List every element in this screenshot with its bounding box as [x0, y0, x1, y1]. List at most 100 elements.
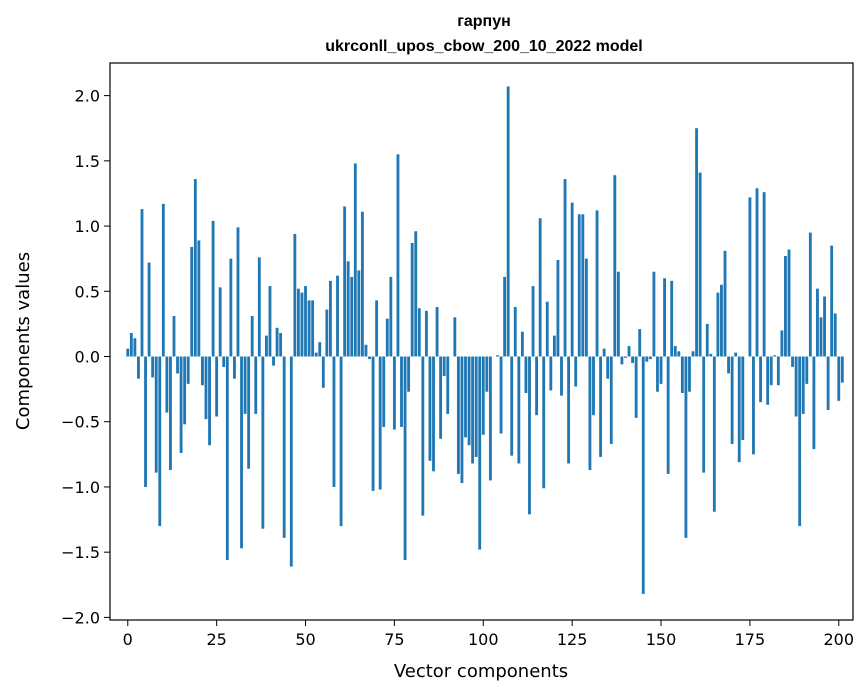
bar-132: [595, 210, 599, 357]
bar-168: [723, 250, 727, 357]
bar-107: [506, 86, 510, 357]
bar-71: [378, 356, 382, 490]
bar-159: [691, 351, 695, 357]
y-tick-label: −2.0: [61, 608, 100, 627]
bar-189: [798, 356, 802, 527]
bar-74: [389, 276, 393, 357]
bar-21: [201, 356, 204, 386]
bar-131: [592, 356, 595, 416]
y-tick-label: −0.5: [61, 413, 100, 432]
bar-149: [656, 356, 659, 392]
bar-55: [321, 356, 325, 388]
bar-172: [737, 356, 741, 463]
bar-143: [634, 356, 638, 418]
bar-13: [172, 316, 176, 357]
bar-88: [439, 356, 443, 439]
bar-53: [314, 352, 318, 357]
bar-110: [517, 356, 521, 464]
x-tick-label: 75: [384, 630, 404, 649]
bar-89: [442, 356, 446, 377]
bar-193: [812, 356, 816, 450]
bar-170: [730, 356, 734, 444]
bar-98: [474, 356, 478, 457]
bar-158: [688, 356, 691, 392]
bar-43: [279, 333, 283, 357]
bar-97: [471, 356, 475, 464]
y-tick-label: 2.0: [75, 87, 100, 106]
bar-124: [567, 356, 571, 464]
bar-52: [311, 300, 315, 357]
x-tick-label: 150: [646, 630, 677, 649]
bar-114: [531, 286, 535, 357]
bar-151: [663, 278, 666, 357]
bar-102: [488, 356, 492, 481]
bar-10: [161, 203, 165, 357]
bar-58: [332, 356, 336, 487]
chart-title-line-1: гарпун: [457, 13, 511, 30]
bar-84: [424, 310, 428, 357]
bar-100: [481, 356, 485, 435]
bar-101: [485, 356, 489, 392]
bar-38: [261, 356, 265, 529]
bar-42: [275, 327, 279, 357]
bar-25: [215, 356, 219, 417]
x-axis-label: Vector components: [394, 661, 568, 682]
bar-133: [599, 356, 603, 457]
bar-79: [407, 356, 411, 392]
bar-141: [627, 346, 631, 357]
bar-82: [417, 308, 421, 357]
bar-93: [456, 356, 460, 474]
bar-179: [762, 192, 766, 357]
bar-29: [229, 258, 233, 357]
bar-72: [382, 356, 386, 427]
bar-178: [759, 356, 762, 403]
bar-200: [837, 356, 841, 401]
bar-26: [218, 287, 222, 357]
bar-60: [339, 356, 343, 527]
x-tick-label: 125: [557, 630, 588, 649]
bar-108: [510, 356, 514, 456]
bar-120: [552, 335, 556, 357]
bar-145: [641, 356, 645, 594]
bar-105: [499, 356, 503, 434]
bar-162: [702, 356, 706, 473]
bar-81: [414, 231, 418, 357]
x-tick-label: 100: [468, 630, 499, 649]
bar-96: [467, 356, 471, 446]
bar-109: [513, 306, 517, 357]
bar-94: [460, 356, 464, 484]
bar-35: [250, 316, 254, 357]
bar-127: [577, 214, 581, 357]
bar-0: [126, 348, 130, 357]
bar-34: [247, 356, 251, 469]
bar-86: [432, 356, 435, 472]
bar-37: [257, 257, 261, 357]
bar-68: [368, 356, 371, 360]
bar-188: [794, 356, 798, 417]
bar-201: [840, 356, 844, 383]
bar-51: [307, 300, 311, 357]
bar-160: [695, 128, 698, 357]
bar-7: [151, 356, 155, 378]
bar-67: [364, 344, 368, 357]
bar-99: [478, 356, 482, 550]
bar-196: [823, 296, 826, 357]
y-tick-label: 1.5: [75, 152, 100, 171]
bar-95: [464, 356, 467, 438]
x-tick-label: 25: [206, 630, 226, 649]
bar-31: [236, 227, 240, 357]
bar-198: [830, 245, 834, 357]
bar-57: [328, 280, 332, 357]
bar-137: [613, 175, 617, 357]
bar-140: [624, 356, 627, 358]
bar-54: [318, 342, 322, 357]
bar-33: [243, 356, 247, 414]
bar-130: [588, 356, 592, 470]
bar-111: [520, 331, 524, 357]
y-axis-label: Components values: [13, 252, 34, 430]
bar-165: [712, 356, 716, 512]
bar-49: [300, 292, 304, 357]
x-axis-ticks: 0 25 50 75 100 125 150 175 200: [123, 620, 854, 649]
bar-173: [741, 356, 745, 440]
